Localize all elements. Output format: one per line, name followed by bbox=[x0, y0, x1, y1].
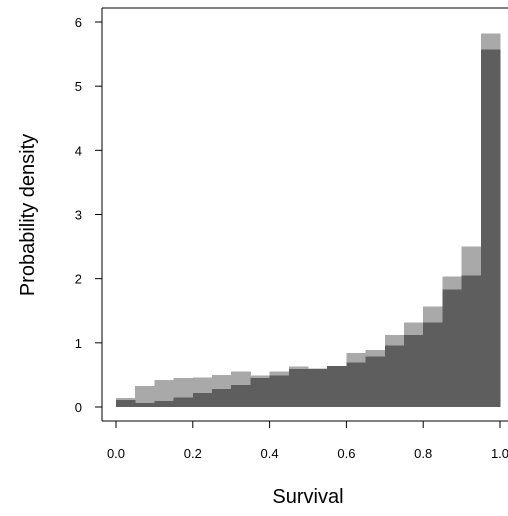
y-tick-label: 2 bbox=[75, 272, 82, 287]
histogram-bar bbox=[384, 345, 405, 407]
y-tick-label: 6 bbox=[75, 15, 82, 30]
y-tick-label: 4 bbox=[75, 143, 82, 158]
histogram-bar bbox=[288, 369, 309, 407]
x-tick-label: 0.2 bbox=[184, 446, 202, 461]
histogram-bar bbox=[116, 399, 136, 407]
x-tick-label: 0.8 bbox=[414, 446, 432, 461]
histogram-bar bbox=[135, 403, 155, 407]
histogram-bar bbox=[365, 356, 386, 407]
x-axis-label: Survival bbox=[272, 486, 343, 508]
histogram-bar bbox=[442, 289, 462, 407]
histogram-bar bbox=[250, 378, 270, 408]
histogram-bar bbox=[173, 397, 194, 408]
histogram-bar bbox=[192, 392, 213, 407]
x-tick-label: 0.0 bbox=[107, 446, 125, 461]
y-axis: 0 1 2 3 4 5 6 bbox=[75, 15, 102, 415]
histogram-bar bbox=[423, 322, 443, 407]
x-tick-label: 0.6 bbox=[337, 446, 355, 461]
histogram-bar bbox=[404, 335, 424, 407]
histogram-bar bbox=[480, 49, 501, 408]
histogram-bar bbox=[212, 389, 232, 407]
y-axis-label: Probability density bbox=[17, 134, 39, 296]
y-tick-label: 1 bbox=[75, 336, 82, 351]
histogram-bar bbox=[135, 385, 155, 407]
histogram-bar bbox=[154, 401, 174, 407]
x-tick-label: 1.0 bbox=[491, 446, 508, 461]
histogram-bar bbox=[461, 275, 482, 407]
x-axis: 0.0 0.2 0.4 0.6 0.8 1.0 bbox=[107, 421, 508, 461]
y-tick-label: 3 bbox=[75, 208, 82, 223]
x-tick-label: 0.4 bbox=[261, 446, 279, 461]
histogram-bars bbox=[116, 33, 501, 408]
histogram-bar bbox=[308, 369, 328, 407]
y-tick-label: 0 bbox=[75, 400, 82, 415]
histogram-bar bbox=[154, 380, 174, 407]
histogram-bar bbox=[327, 365, 347, 407]
histogram-bar bbox=[269, 375, 290, 407]
y-tick-label: 5 bbox=[75, 79, 82, 94]
histogram-bar bbox=[231, 385, 251, 407]
histogram-bar bbox=[346, 362, 366, 407]
